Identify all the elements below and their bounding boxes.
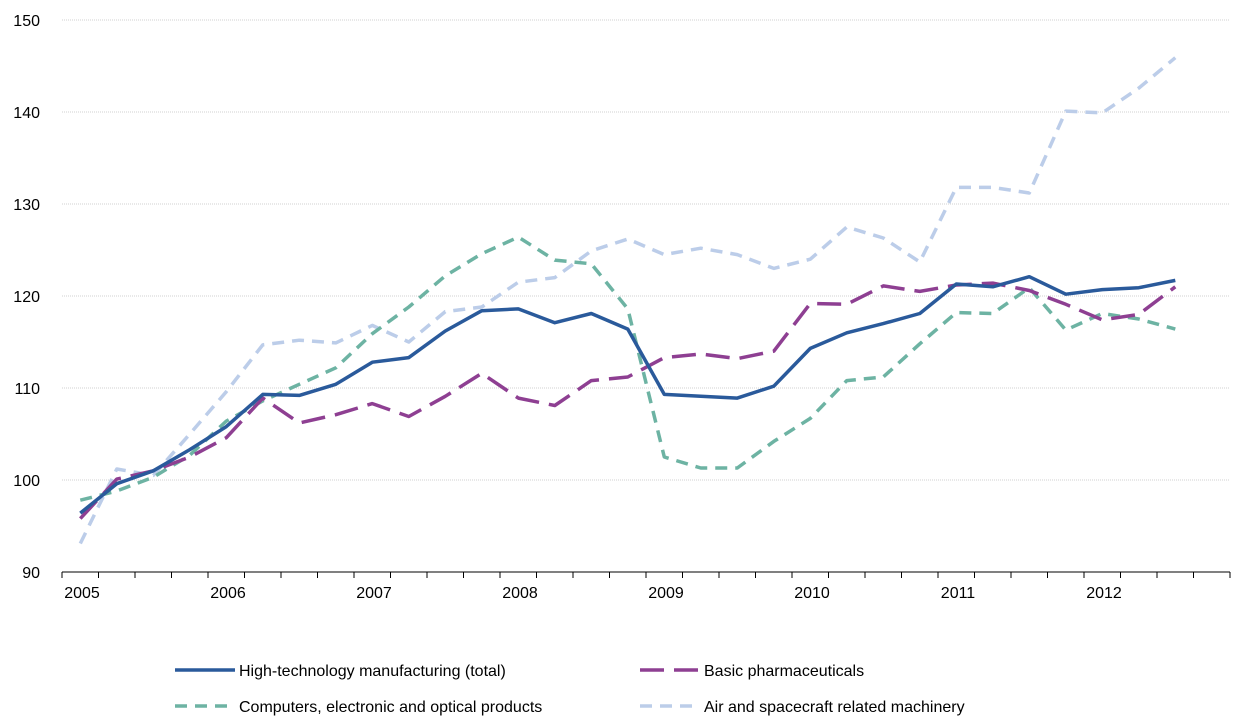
y-tick-label: 90	[22, 565, 40, 582]
x-tick-label: 2008	[502, 585, 538, 602]
y-tick-label: 100	[13, 473, 40, 490]
series-line-0	[79, 274, 1176, 515]
x-tick-label: 2009	[648, 585, 684, 602]
legend-label-3: Air and spacecraft related machinery	[704, 699, 965, 716]
series-lines	[78, 56, 1177, 545]
series-line-3	[78, 56, 1177, 545]
x-tick-label: 2005	[64, 585, 100, 602]
y-tick-label: 110	[14, 381, 40, 398]
x-tick-label: 2007	[356, 585, 392, 602]
series-line-2	[79, 235, 1176, 502]
x-tick-label: 2012	[1086, 585, 1122, 602]
x-tick-label: 2006	[210, 585, 246, 602]
y-tick-label: 140	[13, 105, 40, 122]
legend-label-1: Basic pharmaceuticals	[704, 663, 864, 680]
x-tick-label: 2010	[794, 585, 830, 602]
x-axis: 2005 2006 2007 2008 2009 2010 2011 2012	[61, 571, 1231, 602]
y-tick-label: 120	[13, 289, 40, 306]
legend-label-2: Computers, electronic and optical produc…	[239, 699, 542, 716]
x-tick-label: 2011	[941, 585, 976, 602]
gridlines	[62, 19, 1230, 481]
y-tick-label: 150	[13, 13, 40, 30]
series-line-1	[79, 281, 1177, 520]
y-tick-label: 130	[13, 197, 40, 214]
y-axis-tick-labels: 90 100 110 120 130 140 150	[13, 13, 40, 582]
legend-label-0: High-technology manufacturing (total)	[239, 663, 506, 680]
legend: High-technology manufacturing (total) Bas…	[175, 663, 965, 716]
